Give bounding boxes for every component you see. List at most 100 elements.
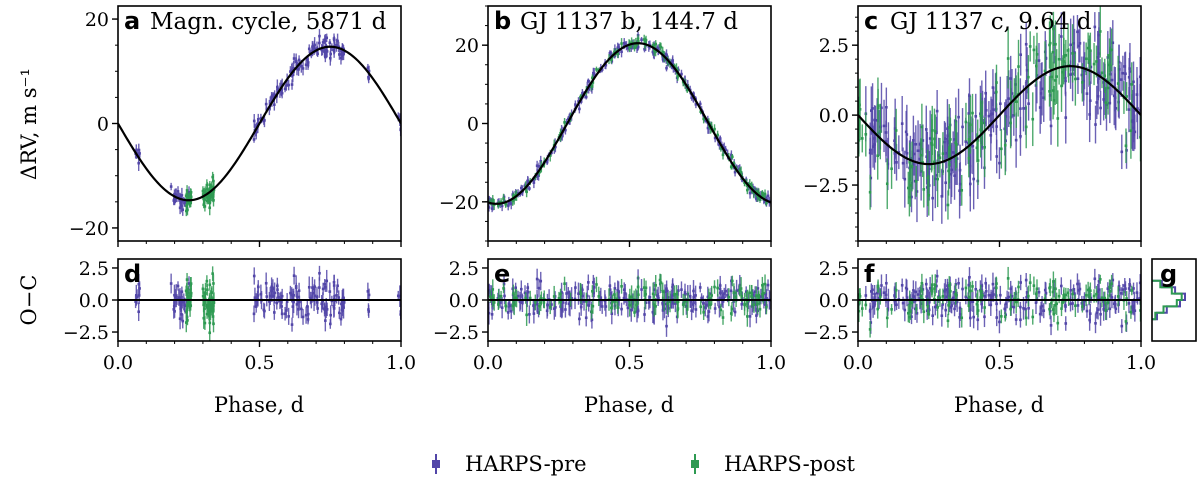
panel-f-point — [995, 286, 998, 290]
panel-f-point — [967, 304, 971, 307]
panel-e-xtick-label: 0.0 — [473, 352, 503, 374]
panel-b-point — [600, 68, 604, 71]
panel-d-point — [173, 293, 176, 297]
panel-f-point — [918, 296, 922, 300]
panel-e-point — [532, 304, 535, 307]
x-axis-label-b: Phase, d — [584, 393, 674, 417]
panel-e-point — [666, 302, 669, 305]
panel-f-point — [1108, 307, 1112, 311]
panel-c-data — [858, 6, 1141, 224]
panel-b-point — [673, 64, 676, 68]
panel-e-point — [590, 318, 594, 322]
panel-f-point — [1043, 297, 1047, 301]
panel-b-ytick-label: −20 — [439, 192, 479, 214]
panel-a-point — [304, 63, 308, 67]
panel-f-point — [955, 293, 958, 297]
panel-f-point — [1054, 287, 1057, 291]
panel-b-point — [763, 192, 767, 196]
panel-d-point — [298, 300, 301, 304]
panel-d-point — [321, 287, 325, 291]
panel-e-point — [668, 300, 672, 303]
panel-d-point — [335, 293, 338, 297]
panel-b-point — [716, 133, 719, 137]
panel-a-point — [300, 65, 303, 68]
panel-d-point — [137, 282, 141, 286]
panel-a-point — [290, 68, 294, 72]
panel-f-point — [969, 289, 972, 293]
panel-a-point — [328, 41, 332, 45]
panel-e-point — [661, 290, 665, 293]
panel-a-model-curve — [118, 45, 401, 202]
panel-b-point — [764, 196, 768, 200]
panel-c-point — [1084, 57, 1088, 61]
panel-e-point — [567, 291, 570, 294]
panel-g-frame — [1151, 258, 1197, 342]
panel-d-point — [306, 305, 309, 308]
panel-e-point — [557, 296, 561, 300]
panel-c-point — [1113, 91, 1117, 94]
panel-f-point — [1056, 321, 1060, 325]
panel-f-point — [1132, 287, 1135, 290]
panel-b-point — [748, 183, 752, 186]
panel-e-point — [692, 289, 695, 293]
panel-e-point — [519, 300, 522, 304]
panel-d-point — [318, 286, 321, 289]
panel-c-point — [858, 107, 862, 111]
panel-c-point — [1027, 102, 1030, 105]
panel-f-point — [947, 284, 951, 287]
panel-d-point — [203, 291, 207, 295]
panel-e-point — [739, 287, 743, 290]
panel-e-point — [654, 284, 658, 287]
panel-d-point — [329, 313, 332, 317]
panel-c-point — [1052, 98, 1056, 102]
panel-f-point — [870, 290, 873, 293]
panel-a-point — [289, 70, 292, 73]
panel-f-point — [1044, 291, 1048, 295]
panel-e-point — [546, 303, 549, 307]
panel-f-point — [900, 283, 904, 287]
panel-e-point — [718, 284, 722, 287]
panel-b-point — [620, 50, 623, 54]
panel-f-point — [1003, 307, 1007, 311]
panel-d-point — [332, 284, 336, 287]
panel-b-point — [608, 53, 612, 56]
panel-d-point — [367, 310, 371, 313]
panel-f-point — [961, 287, 964, 291]
panel-f-point — [1010, 294, 1014, 298]
panel-d-point — [279, 297, 283, 301]
panel-a-point — [280, 91, 284, 95]
panel-b-point — [642, 38, 646, 41]
panel-c-point — [884, 131, 888, 134]
panel-f-point — [1024, 278, 1028, 282]
panel-e-point — [591, 304, 595, 308]
panel-c-point — [983, 146, 986, 149]
panel-c-letter: c — [864, 7, 878, 35]
panel-f-point — [1088, 312, 1092, 315]
panel-f-point — [1022, 307, 1025, 310]
panel-f-point — [1003, 315, 1007, 318]
panel-e-point — [761, 293, 764, 296]
panel-e-point — [631, 300, 635, 304]
panel-f-point — [966, 297, 970, 300]
panel-f-point — [914, 307, 918, 311]
panel-c-point — [964, 120, 968, 124]
panel-b-point — [528, 187, 531, 190]
panel-c-point — [1104, 101, 1108, 105]
panel-d-point — [324, 319, 327, 322]
panel-f-point — [1027, 306, 1030, 310]
panel-f-point — [1009, 287, 1013, 291]
panel-c-point — [870, 109, 873, 112]
panel-b-ytick-label: 0 — [467, 114, 479, 136]
panel-f-point — [885, 316, 889, 320]
panel-f-point — [1031, 315, 1035, 319]
panel-b-point — [567, 117, 570, 121]
panel-f-point — [1124, 287, 1127, 290]
panel-f-point — [1024, 316, 1028, 320]
panel-e-point — [561, 301, 565, 304]
panel-b-point — [654, 50, 657, 53]
panel-d-point — [320, 302, 323, 306]
panel-e-point — [702, 311, 705, 314]
panel-d-point — [399, 313, 401, 316]
panel-f-point — [944, 288, 947, 292]
panel-f-point — [1052, 280, 1055, 283]
